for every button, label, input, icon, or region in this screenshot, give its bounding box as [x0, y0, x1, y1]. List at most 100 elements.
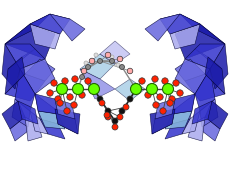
Polygon shape	[38, 111, 65, 129]
Polygon shape	[5, 24, 55, 59]
Circle shape	[161, 78, 167, 84]
Circle shape	[112, 118, 117, 124]
Polygon shape	[100, 41, 129, 64]
Circle shape	[88, 84, 99, 94]
Circle shape	[151, 76, 158, 82]
Polygon shape	[5, 74, 45, 101]
Circle shape	[138, 78, 144, 84]
Polygon shape	[30, 24, 60, 49]
Polygon shape	[204, 101, 227, 129]
Circle shape	[176, 90, 183, 96]
Circle shape	[117, 114, 123, 120]
Polygon shape	[55, 109, 78, 134]
Circle shape	[85, 64, 90, 70]
Circle shape	[46, 90, 53, 96]
Circle shape	[162, 84, 173, 94]
Circle shape	[98, 100, 105, 106]
Polygon shape	[171, 94, 194, 124]
Circle shape	[168, 96, 174, 102]
Polygon shape	[30, 14, 70, 34]
Polygon shape	[149, 109, 174, 134]
Polygon shape	[12, 99, 30, 127]
Polygon shape	[2, 44, 20, 89]
Polygon shape	[171, 94, 194, 114]
Circle shape	[85, 78, 91, 84]
Polygon shape	[164, 111, 191, 129]
Polygon shape	[194, 69, 214, 111]
Polygon shape	[169, 24, 199, 49]
Circle shape	[156, 94, 163, 100]
Polygon shape	[174, 24, 224, 59]
Circle shape	[97, 59, 102, 64]
Polygon shape	[5, 44, 45, 69]
Circle shape	[66, 94, 73, 100]
Circle shape	[126, 96, 132, 102]
Circle shape	[112, 124, 117, 130]
Circle shape	[84, 61, 88, 65]
Circle shape	[104, 112, 109, 118]
Polygon shape	[5, 57, 25, 94]
Polygon shape	[8, 49, 35, 69]
Circle shape	[159, 108, 166, 114]
Polygon shape	[174, 59, 209, 94]
Circle shape	[130, 84, 141, 94]
Polygon shape	[40, 119, 65, 139]
Circle shape	[63, 108, 70, 114]
Circle shape	[117, 56, 122, 62]
Circle shape	[127, 68, 132, 74]
Polygon shape	[181, 111, 199, 134]
Polygon shape	[209, 44, 227, 89]
Polygon shape	[50, 14, 85, 41]
Circle shape	[71, 102, 77, 108]
Circle shape	[79, 74, 84, 80]
Circle shape	[123, 104, 128, 110]
Circle shape	[144, 92, 150, 98]
Circle shape	[55, 96, 61, 102]
Polygon shape	[194, 49, 221, 69]
Circle shape	[152, 102, 158, 108]
Polygon shape	[184, 44, 224, 69]
Circle shape	[105, 114, 111, 120]
Circle shape	[56, 84, 67, 94]
Circle shape	[166, 100, 172, 106]
Polygon shape	[25, 117, 42, 141]
Circle shape	[146, 84, 157, 94]
Circle shape	[57, 100, 63, 106]
Polygon shape	[199, 99, 217, 127]
Polygon shape	[201, 117, 219, 141]
Polygon shape	[151, 109, 174, 134]
Polygon shape	[164, 119, 189, 139]
Polygon shape	[187, 117, 204, 141]
Polygon shape	[55, 109, 80, 134]
Polygon shape	[174, 59, 204, 81]
Circle shape	[109, 59, 114, 64]
Polygon shape	[184, 74, 224, 101]
Polygon shape	[55, 99, 75, 119]
Polygon shape	[154, 99, 174, 119]
Polygon shape	[18, 101, 38, 124]
Circle shape	[109, 55, 114, 59]
Circle shape	[94, 53, 98, 57]
Circle shape	[89, 58, 94, 64]
Polygon shape	[144, 14, 179, 41]
Circle shape	[115, 63, 120, 67]
Polygon shape	[30, 111, 48, 134]
Polygon shape	[35, 94, 58, 124]
Circle shape	[71, 76, 78, 82]
Polygon shape	[204, 57, 224, 94]
Circle shape	[51, 80, 57, 86]
Circle shape	[172, 80, 178, 86]
Polygon shape	[80, 69, 114, 99]
Circle shape	[79, 92, 85, 98]
Polygon shape	[25, 59, 55, 81]
Polygon shape	[80, 54, 114, 79]
Circle shape	[62, 78, 68, 84]
Polygon shape	[20, 59, 55, 94]
Polygon shape	[114, 79, 144, 101]
Polygon shape	[2, 101, 25, 129]
Polygon shape	[35, 94, 58, 114]
Circle shape	[97, 96, 103, 102]
Polygon shape	[10, 117, 28, 141]
Circle shape	[119, 64, 124, 70]
Circle shape	[105, 52, 110, 58]
